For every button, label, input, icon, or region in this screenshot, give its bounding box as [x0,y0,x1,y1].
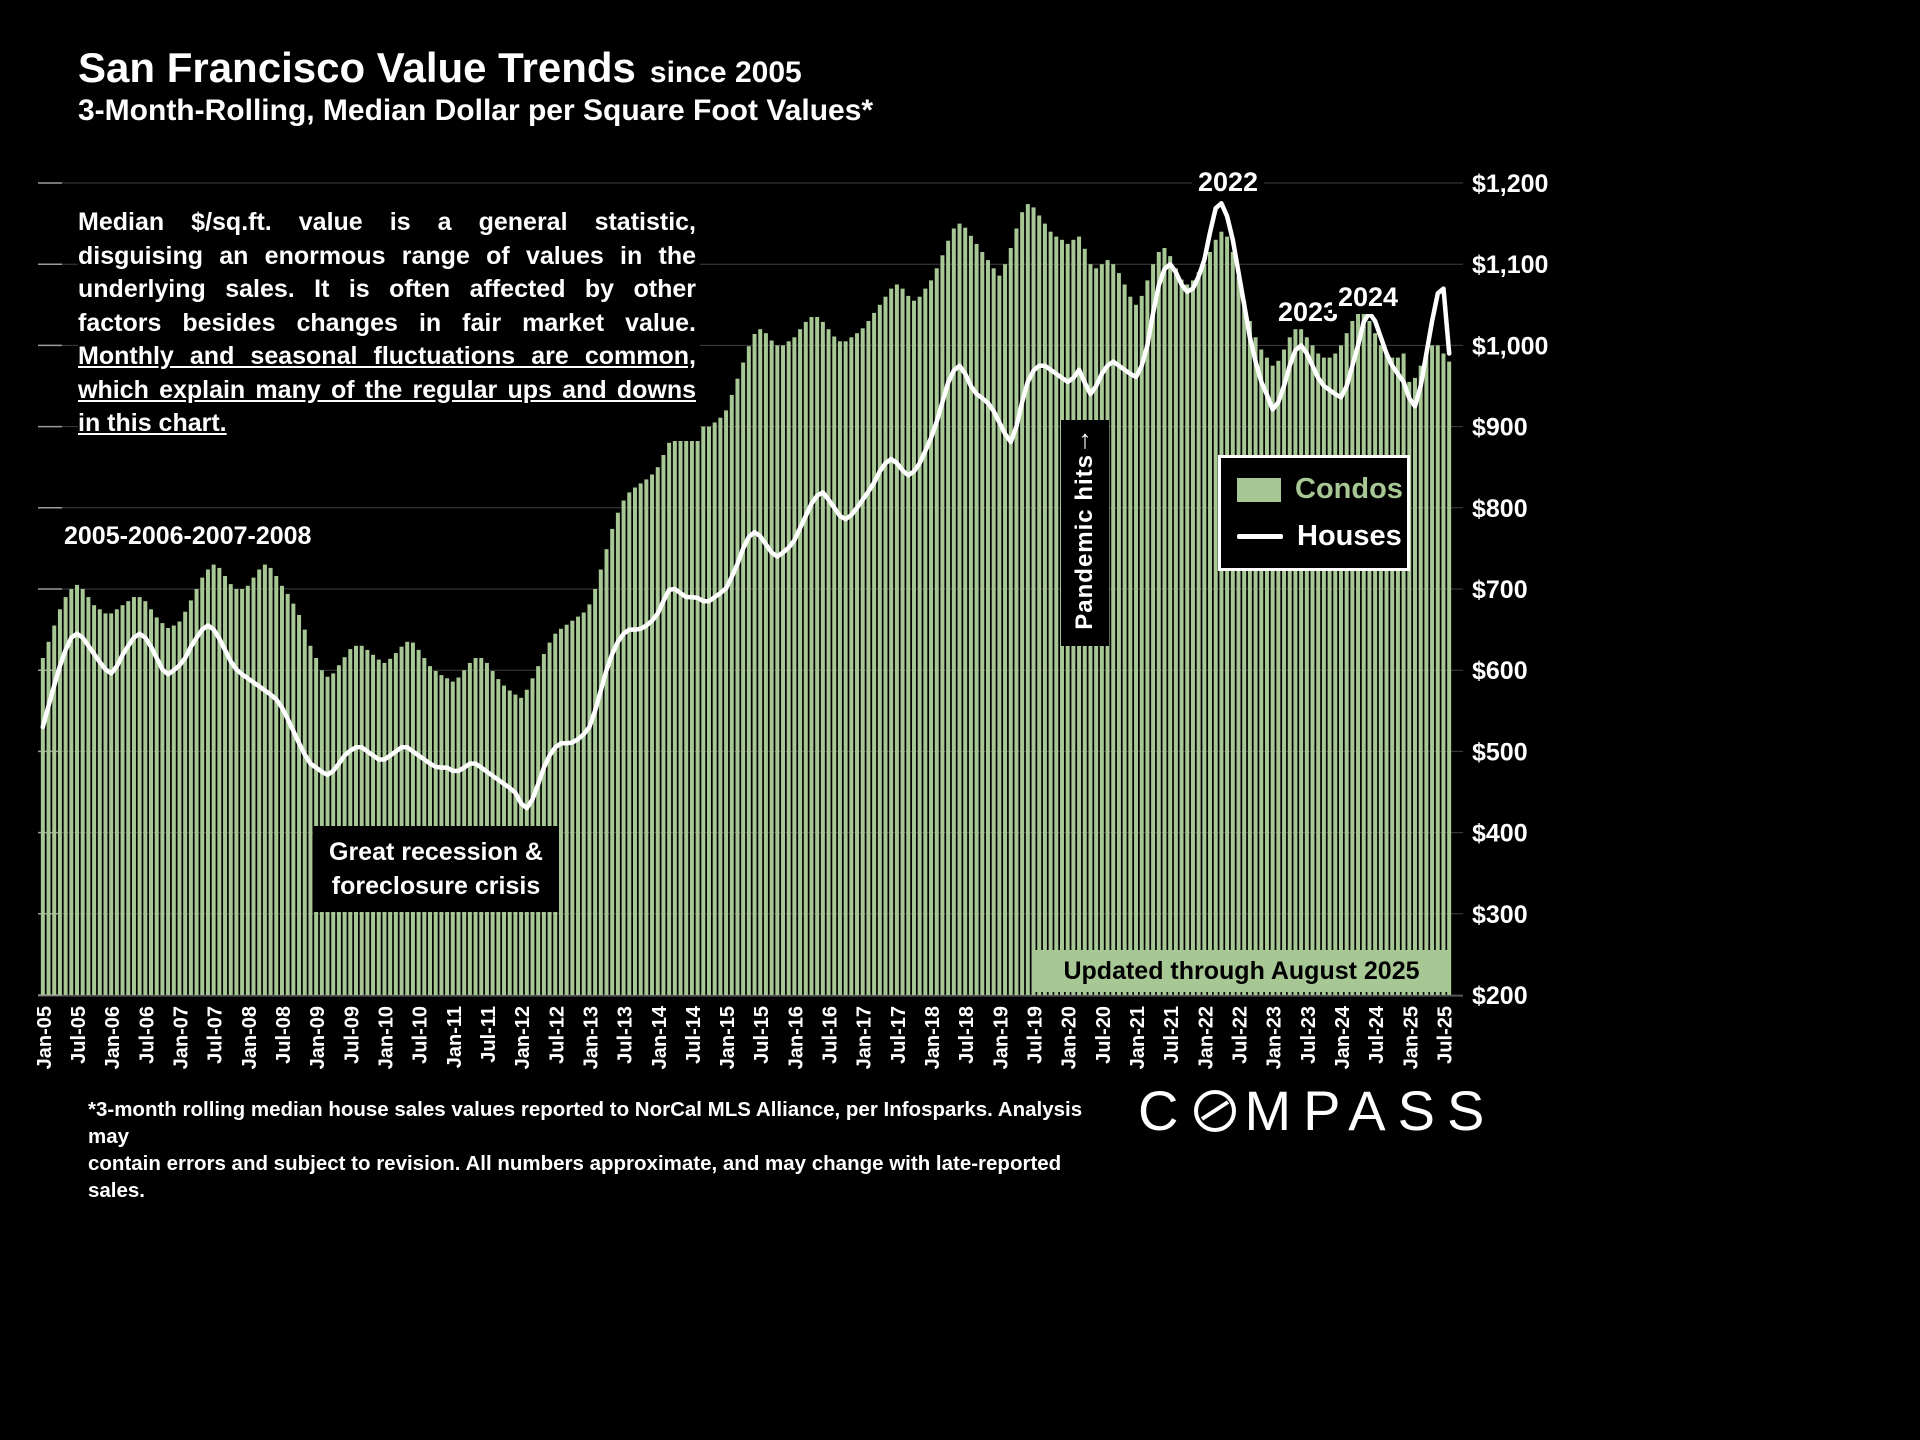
footnote: *3-month rolling median house sales valu… [88,1096,1088,1204]
svg-text:Jul-18: Jul-18 [956,1006,978,1064]
svg-text:Jan-10: Jan-10 [376,1006,398,1069]
svg-text:Jul-19: Jul-19 [1025,1006,1047,1064]
svg-text:$800: $800 [1472,495,1528,523]
svg-text:Jul-09: Jul-09 [341,1006,363,1064]
svg-text:Jan-08: Jan-08 [239,1006,261,1069]
logo-part2: MPASS [1244,1079,1497,1142]
title-suffix: since 2005 [649,56,802,89]
svg-text:Jan-14: Jan-14 [649,1005,671,1069]
legend-item-condos: Condos [1237,473,1407,506]
svg-text:Jul-21: Jul-21 [1161,1006,1183,1064]
legend-item-houses: Houses [1237,520,1407,553]
svg-text:Jul-22: Jul-22 [1230,1006,1252,1064]
legend-houses-label: Houses [1297,520,1402,552]
svg-text:Jan-25: Jan-25 [1400,1006,1422,1069]
updated-banner: Updated through August 2025 [1035,950,1448,992]
svg-text:Jul-17: Jul-17 [888,1006,910,1064]
svg-text:$200: $200 [1472,982,1528,1010]
legend: Condos Houses [1218,455,1410,571]
annotation-2022: 2022 [1192,166,1265,199]
pandemic-label: Pandemic hits [1071,454,1098,630]
x-axis-labels: Jan-05 Jul-05 Jan-06 Jul-06 Jan-07 Jul-07 Jan-… [34,1005,1457,1069]
page-title: San Francisco Value Trends since 2005 [78,44,802,92]
svg-text:Jan-11: Jan-11 [444,1006,466,1068]
svg-text:$700: $700 [1472,576,1528,604]
svg-text:Jan-16: Jan-16 [785,1006,807,1069]
y-axis-labels: $200 $300 $400 $500 $600 $700 $800 $900 $1,000 $1… [1472,170,1548,1010]
svg-text:Jul-23: Jul-23 [1298,1006,1320,1064]
svg-text:Jan-09: Jan-09 [307,1006,329,1069]
annotation-pandemic-box: ↑ Pandemic hits [1061,420,1109,646]
svg-text:Jan-13: Jan-13 [580,1006,602,1069]
svg-text:Jan-20: Jan-20 [1059,1006,1081,1069]
annotation-recession-box: Great recession & foreclosure crisis [313,826,559,912]
svg-text:$500: $500 [1472,738,1528,766]
svg-text:Jan-17: Jan-17 [854,1006,876,1069]
svg-text:Jan-19: Jan-19 [990,1006,1012,1069]
explanatory-note: Median $/sq.ft. value is a general stati… [78,206,700,441]
svg-text:Jul-25: Jul-25 [1435,1006,1457,1064]
svg-text:Jul-20: Jul-20 [1093,1006,1115,1064]
note-text: Median $/sq.ft. value is a general stati… [78,208,696,337]
svg-text:$600: $600 [1472,657,1528,685]
svg-text:$1,100: $1,100 [1472,251,1548,279]
recession-line2: foreclosure crisis [331,872,541,900]
logo-part1: C [1138,1079,1191,1142]
svg-text:$300: $300 [1472,901,1528,929]
svg-text:$1,200: $1,200 [1472,170,1548,198]
subtitle: 3-Month-Rolling, Median Dollar per Squar… [78,94,874,127]
svg-text:Jul-12: Jul-12 [546,1006,568,1064]
svg-text:Jul-16: Jul-16 [820,1006,842,1064]
svg-text:Jan-12: Jan-12 [512,1006,534,1069]
svg-text:Jul-07: Jul-07 [205,1006,227,1064]
annotation-early-years: 2005-2006-2007-2008 [64,522,312,550]
svg-text:Jan-06: Jan-06 [102,1006,124,1069]
svg-text:Jan-07: Jan-07 [171,1006,193,1069]
compass-o-icon [1192,1088,1238,1134]
svg-text:Jul-24: Jul-24 [1366,1005,1388,1064]
svg-text:Jul-13: Jul-13 [615,1006,637,1064]
svg-text:Jan-18: Jan-18 [922,1006,944,1069]
recession-line1: Great recession & [329,838,543,866]
svg-text:Jan-05: Jan-05 [34,1006,56,1069]
footnote-line1: *3-month rolling median house sales valu… [88,1098,1083,1148]
footnote-line2: contain errors and subject to revision. … [88,1152,1062,1202]
svg-text:Jan-24: Jan-24 [1332,1005,1354,1069]
svg-text:Jan-21: Jan-21 [1127,1006,1149,1069]
svg-text:Jul-10: Jul-10 [410,1006,432,1064]
svg-text:$1,000: $1,000 [1472,332,1548,360]
annotation-2024: 2024 [1332,281,1405,314]
houses-line [40,201,1452,811]
svg-text:$900: $900 [1472,414,1528,442]
compass-logo: C MPASS [1138,1078,1496,1143]
svg-text:$400: $400 [1472,820,1528,848]
svg-text:Jan-22: Jan-22 [1195,1006,1217,1069]
title-main: San Francisco Value Trends [78,44,636,91]
svg-text:Jan-15: Jan-15 [717,1006,739,1069]
svg-text:Jan-23: Jan-23 [1264,1006,1286,1069]
legend-condos-label: Condos [1295,473,1403,505]
svg-text:Jul-06: Jul-06 [136,1006,158,1064]
houses-line-icon [1237,534,1283,539]
condos-swatch-icon [1237,477,1281,502]
svg-text:Jul-15: Jul-15 [751,1006,773,1064]
note-underlined-text: Monthly and seasonal fluctuations are co… [78,342,696,437]
svg-text:Jul-05: Jul-05 [68,1006,90,1064]
up-arrow-icon: ↑ [1078,424,1092,454]
svg-text:Jul-11: Jul-11 [478,1006,500,1063]
svg-text:Jul-14: Jul-14 [683,1005,705,1064]
svg-text:Jul-08: Jul-08 [273,1006,295,1064]
